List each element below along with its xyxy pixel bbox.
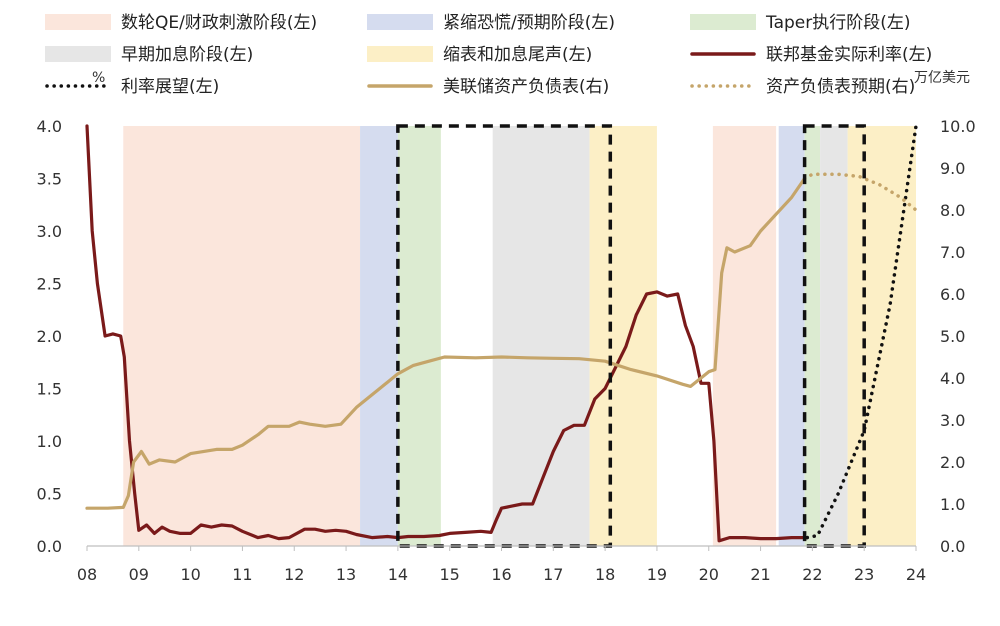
y-right-tick-label: 2.0 [940,453,965,472]
legend-label: 利率展望(左) [121,77,219,97]
legend-item-3: 早期加息阶段(左) [45,45,253,65]
legend-label: Taper执行阶段(左) [765,13,911,33]
series-layer [85,124,918,543]
x-tick-label: 16 [491,565,511,584]
y-left-tick-label: 2.5 [37,275,62,294]
phase-band-6 [778,126,805,546]
x-tick-label: 20 [699,565,719,584]
y-right-tick-label: 0.0 [940,537,965,556]
series-line-2 [85,176,807,510]
x-tick-label: 11 [232,565,252,584]
x-tick-label: 22 [802,565,822,584]
legend-swatch [690,14,756,30]
legend-swatch [367,14,433,30]
x-tick-label: 08 [77,565,97,584]
phase-band-5 [712,126,777,546]
y-left-tick-label: 1.5 [37,380,62,399]
legend-label: 美联储资产负债表(右) [443,77,609,97]
y-right-tick-label: 3.0 [940,411,965,430]
y-left-tick-label: 2.0 [37,327,62,346]
series-line-3 [802,172,918,212]
phase-band-2 [397,126,441,546]
legend-item-4: 缩表和加息尾声(左) [367,45,592,65]
y-left-tick-label: 4.0 [37,117,62,136]
y-right-tick-label: 9.0 [940,159,965,178]
phase-bands [123,126,916,546]
highlight-box-1 [802,124,866,548]
x-tick-label: 13 [336,565,356,584]
y-right-tick-label: 4.0 [940,369,965,388]
legend-label: 早期加息阶段(左) [121,45,253,65]
legend-item-2: Taper执行阶段(左) [690,13,911,33]
phase-band-0 [123,126,361,546]
axes: 08 09 10 11 12 13 14 15 16 17 18 19 20 21 22 23 24 0.0 0.5… [37,117,976,584]
y-right-tick-label: 6.0 [940,285,965,304]
legend-swatch [45,14,111,30]
legend-label: 缩表和加息尾声(左) [443,45,592,65]
legend-item-7: 美联储资产负债表(右) [367,77,609,97]
y-right-tick-label: 5.0 [940,327,965,346]
x-tick-label: 15 [440,565,460,584]
x-tick-label: 23 [854,565,874,584]
x-tick-label: 09 [129,565,149,584]
legend: 数轮QE/财政刺激阶段(左) 紧缩恐慌/预期阶段(左) Taper执行阶段(左) 早期… [45,13,932,97]
legend-item-6: 利率展望(左) [45,77,219,97]
legend-swatch [45,46,111,62]
phase-band-1 [360,126,398,546]
legend-label: 紧缩恐慌/预期阶段(左) [443,13,615,33]
y-right-tick-label: 8.0 [940,201,965,220]
left-axis-unit: % [92,70,105,86]
y-right-tick-label: 1.0 [940,495,965,514]
x-tick-label: 21 [750,565,770,584]
legend-label: 资产负债表预期(右) [766,77,915,97]
x-tick-label: 18 [595,565,615,584]
legend-item-0: 数轮QE/财政刺激阶段(左) [45,13,317,33]
legend-item-8: 资产负债表预期(右) [690,77,915,97]
phase-band-8 [820,126,848,546]
x-tick-label: 14 [388,565,408,584]
phase-band-3 [492,126,590,546]
y-left-tick-label: 3.0 [37,222,62,241]
x-tick-label: 19 [647,565,667,584]
x-tick-label: 17 [543,565,563,584]
x-tick-label: 24 [906,565,926,584]
phase-band-7 [804,126,821,546]
x-tick-label: 10 [180,565,200,584]
y-left-tick-label: 0.5 [37,485,62,504]
y-right-tick-label: 10.0 [940,117,976,136]
legend-item-1: 紧缩恐慌/预期阶段(左) [367,13,615,33]
y-left-tick-label: 3.5 [37,170,62,189]
phase-band-9 [847,126,916,546]
legend-item-5: 联邦基金实际利率(左) [690,45,932,65]
legend-label: 数轮QE/财政刺激阶段(左) [121,13,317,33]
right-axis-unit: 万亿美元 [914,70,970,86]
y-left-tick-label: 0.0 [37,537,62,556]
legend-swatch [367,46,433,62]
x-tick-label: 12 [284,565,304,584]
y-right-tick-label: 7.0 [940,243,965,262]
y-left-tick-label: 1.0 [37,432,62,451]
series-line-0 [85,124,809,543]
legend-label: 联邦基金实际利率(左) [766,45,932,65]
phase-band-4 [589,126,657,546]
series-line-1 [805,124,918,540]
